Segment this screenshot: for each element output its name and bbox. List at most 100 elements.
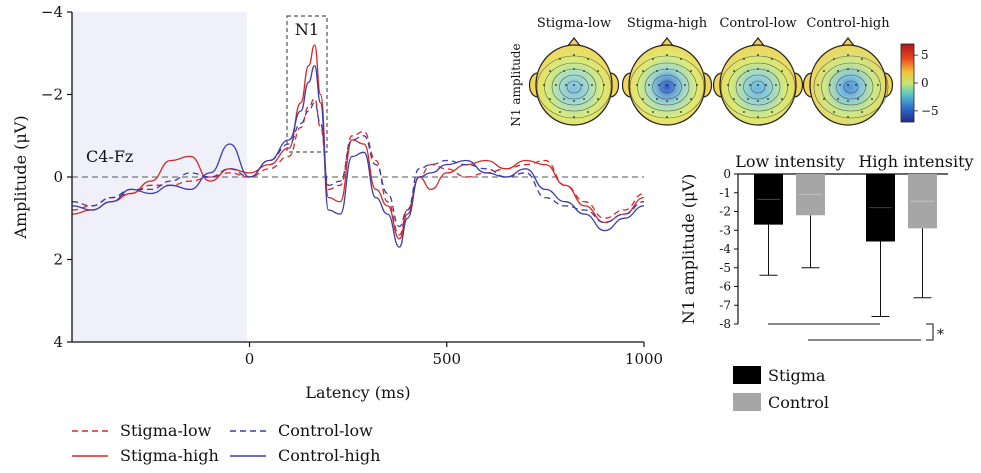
x-axis-title: Latency (ms) — [305, 383, 410, 402]
electrode — [775, 84, 777, 86]
electrode — [666, 116, 668, 118]
bar-legend-label-stigma: Stigma — [768, 366, 826, 385]
electrode — [666, 100, 668, 102]
bar-marks — [754, 174, 937, 317]
electrode — [877, 84, 879, 86]
electrode — [676, 70, 678, 72]
electrode — [603, 84, 605, 86]
electrode — [781, 70, 783, 72]
contour-line — [843, 80, 859, 94]
electrode — [847, 54, 849, 56]
electrode — [733, 98, 735, 100]
electrode — [674, 84, 676, 86]
electrode — [771, 111, 773, 113]
electrode — [747, 98, 749, 100]
legend-label-control-low: Control-low — [278, 421, 373, 440]
electrode — [563, 70, 565, 72]
electrode — [767, 98, 769, 100]
electrode — [656, 70, 658, 72]
electrode — [757, 100, 759, 102]
bar-y-tick-label: -7 — [719, 298, 731, 312]
contour-line — [637, 62, 697, 112]
electrode — [587, 58, 589, 60]
colorbar-tick-label: 5 — [921, 48, 929, 62]
contour-line — [720, 55, 796, 119]
baseline-shading — [72, 12, 247, 342]
electrode — [680, 111, 682, 113]
ear-left — [528, 72, 538, 98]
electrode — [757, 68, 759, 70]
electrode — [865, 84, 867, 86]
series-line-stigma-low — [72, 97, 644, 236]
electrode — [817, 84, 819, 86]
series-line-control-high — [72, 64, 644, 248]
electrode — [690, 98, 692, 100]
topo-title: Control-high — [806, 16, 890, 31]
electrode — [839, 84, 841, 86]
electrode — [676, 98, 678, 100]
colorbar-tick-label: −5 — [921, 104, 939, 118]
electrode — [573, 68, 575, 70]
contour-line — [659, 80, 675, 94]
contour-line — [566, 80, 582, 94]
colorbar-tick-label: 0 — [921, 76, 929, 90]
contour-line — [836, 74, 866, 100]
electrode — [727, 84, 729, 86]
legend-label-control-high: Control-high — [278, 446, 380, 465]
electrode — [583, 70, 585, 72]
contour-line — [629, 55, 705, 119]
electrode — [680, 58, 682, 60]
electrode — [648, 84, 650, 86]
electrode — [573, 54, 575, 56]
electrode — [587, 111, 589, 113]
bar-y-ticks: 0 -1 -2 -3 -4 -5 -6 -7 -8 — [719, 167, 738, 331]
electrode — [871, 70, 873, 72]
colorbar — [900, 43, 915, 123]
bar-y-tick-label: -1 — [719, 186, 731, 200]
electrode — [555, 84, 557, 86]
electrode — [652, 111, 654, 113]
contour-line — [743, 74, 773, 100]
electrode — [573, 100, 575, 102]
bar-legend-label-control: Control — [768, 393, 829, 412]
electrode — [757, 54, 759, 56]
electrode — [757, 116, 759, 118]
erp-legend: Stigma-low Stigma-high Control-low Control-… — [72, 421, 380, 465]
electrode — [563, 98, 565, 100]
electrode — [642, 70, 644, 72]
topo-head-stigma-high: Stigma-high — [621, 16, 713, 126]
electrode — [733, 70, 735, 72]
x-ticks: 0 500 1000 — [245, 342, 663, 368]
topo-title: Stigma-high — [627, 16, 708, 31]
bar-y-tick-label: -8 — [719, 317, 731, 331]
topo-head-control-high: Control-high — [802, 16, 894, 126]
bar-category-label-high: High intensity — [858, 152, 973, 171]
electrode — [833, 58, 835, 60]
bar-y-tick-label: -6 — [719, 280, 731, 294]
electrode — [549, 98, 551, 100]
electrode — [781, 98, 783, 100]
electrode — [765, 84, 767, 86]
contour-line — [821, 62, 881, 112]
topo-head-control-low: Control-low — [712, 16, 804, 126]
electrode — [573, 84, 575, 86]
y-tick-label: 2 — [53, 251, 63, 269]
electrode — [597, 70, 599, 72]
bar-y-tick-label: -5 — [719, 261, 731, 275]
electrode — [666, 54, 668, 56]
channel-label: C4-Fz — [86, 147, 133, 166]
x-tick-label: 500 — [432, 350, 461, 368]
electrode — [837, 98, 839, 100]
electrode — [591, 84, 593, 86]
ear-right — [794, 72, 804, 98]
contour-line — [750, 80, 766, 94]
electrode — [690, 70, 692, 72]
n1-bar-chart: Low intensity High intensity 0 -1 -2 -3 -4 -5… — [679, 152, 974, 343]
topo-title: Control-low — [719, 16, 796, 31]
electrode — [656, 98, 658, 100]
x-tick-label: 0 — [245, 350, 255, 368]
y-ticks: −4 −2 0 2 4 — [41, 3, 72, 351]
bar-y-tick-label: -3 — [719, 223, 731, 237]
erp-series-lines — [72, 44, 644, 248]
ear-left — [712, 72, 722, 98]
